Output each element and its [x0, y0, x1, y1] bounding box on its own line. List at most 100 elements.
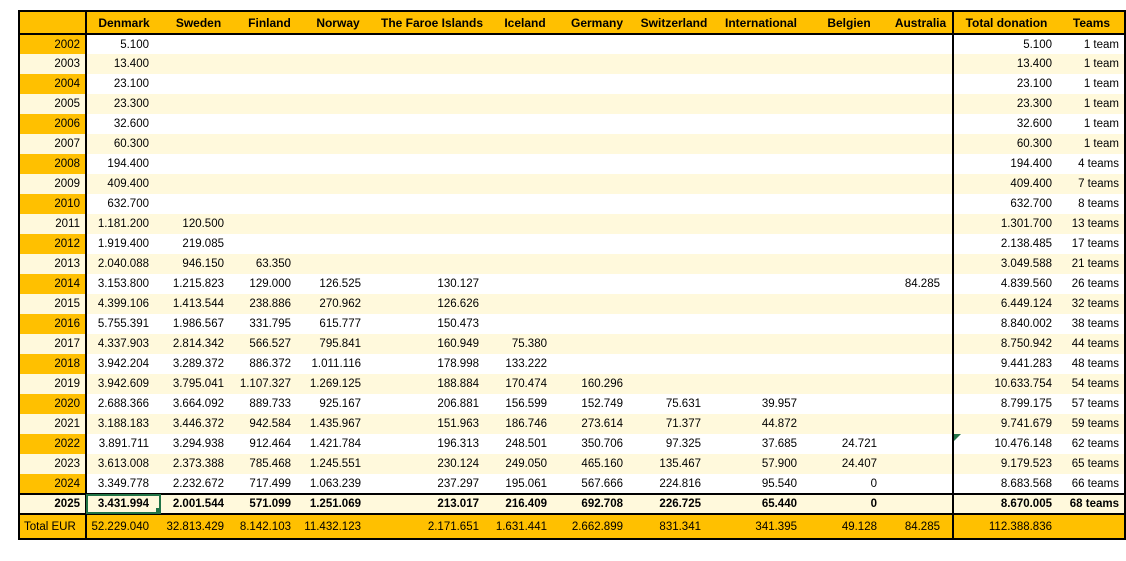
fill-handle[interactable]	[156, 508, 161, 512]
cell-norway-2015[interactable]: 270.962	[303, 294, 373, 314]
cell-germany-2021[interactable]: 273.614	[559, 414, 635, 434]
cell-faroe-islands-2004[interactable]	[373, 74, 491, 94]
cell-australia-2017[interactable]	[889, 334, 953, 354]
row-header-2015[interactable]: 2015	[19, 294, 87, 314]
row-header-2006[interactable]: 2006	[19, 114, 87, 134]
cell-australia-2006[interactable]	[889, 114, 953, 134]
cell-finland-2002[interactable]	[236, 34, 303, 54]
cell-belgien-2021[interactable]	[809, 414, 889, 434]
cell-iceland-2004[interactable]	[491, 74, 559, 94]
cell-belgien-2025[interactable]: 0	[809, 493, 889, 515]
cell-switzerland-2002[interactable]	[635, 34, 713, 54]
cell-switzerland-2016[interactable]	[635, 314, 713, 334]
cell-total-donation-2008[interactable]: 194.400	[952, 154, 1059, 174]
cell-teams-2014[interactable]: 26 teams	[1071, 278, 1119, 290]
cell-belgien-2015[interactable]	[809, 294, 889, 314]
cell-belgien-2008[interactable]	[809, 154, 889, 174]
cell-switzerland-2019[interactable]	[635, 374, 713, 394]
cell-denmark-2014[interactable]: 3.153.800	[97, 278, 149, 290]
cell-switzerland-2006[interactable]	[635, 114, 713, 134]
cell-sweden-2010[interactable]	[161, 194, 236, 214]
column-header-faroe-islands[interactable]: The Faroe Islands	[373, 11, 491, 35]
cell-finland-2016[interactable]: 331.795	[249, 318, 291, 330]
cell-switzerland-2011[interactable]	[635, 214, 713, 234]
cell-iceland-2022[interactable]: 248.501	[505, 438, 547, 450]
cell-teams-2017[interactable]: 44 teams	[1059, 334, 1125, 354]
cell-norway-2011[interactable]	[303, 214, 373, 234]
cell-faroe-islands-2002[interactable]	[373, 34, 491, 54]
cell-iceland-2021[interactable]: 186.746	[491, 414, 559, 434]
cell-iceland-2005[interactable]	[491, 94, 559, 114]
cell-belgien-2017[interactable]	[809, 334, 889, 354]
cell-australia-2023[interactable]	[889, 454, 953, 474]
cell-denmark-2021[interactable]: 3.188.183	[86, 414, 161, 434]
total-eur-label[interactable]: Total EUR	[19, 513, 87, 539]
cell-sweden-2002[interactable]	[161, 34, 236, 54]
cell-faroe-islands-2012[interactable]	[373, 234, 491, 254]
cell-australia-2021[interactable]	[889, 414, 953, 434]
cell-faroe-islands-2011[interactable]	[373, 214, 491, 234]
cell-germany-2014[interactable]	[559, 274, 635, 294]
cell-international-2002[interactable]	[713, 34, 809, 54]
cell-finland-2022[interactable]: 912.464	[249, 438, 291, 450]
column-header-switzerland[interactable]: Switzerland	[635, 11, 713, 35]
cell-international-2020[interactable]: 39.957	[761, 398, 797, 410]
cell-finland-2007[interactable]	[236, 134, 303, 154]
cell-sweden-2024[interactable]: 2.232.672	[172, 477, 224, 490]
cell-switzerland-2015[interactable]	[635, 294, 713, 314]
cell-sweden-2020[interactable]: 3.664.092	[172, 398, 224, 410]
corner-cell[interactable]	[19, 11, 87, 35]
cell-denmark-2019[interactable]: 3.942.609	[86, 374, 161, 394]
cell-sweden-2015[interactable]: 1.413.544	[161, 294, 236, 314]
column-header-australia[interactable]: Australia	[889, 11, 953, 35]
cell-sweden-2013[interactable]: 946.150	[161, 254, 236, 274]
cell-australia-2013[interactable]	[889, 254, 953, 274]
cell-international-2018[interactable]	[713, 354, 809, 374]
cell-switzerland-2020[interactable]: 75.631	[665, 398, 701, 410]
cell-international-2006[interactable]	[713, 114, 809, 134]
cell-sweden-2014[interactable]: 1.215.823	[172, 278, 224, 290]
cell-teams-2020[interactable]: 57 teams	[1071, 398, 1119, 410]
cell-faroe-islands-2009[interactable]	[373, 174, 491, 194]
cell-finland-2025[interactable]: 571.099	[236, 493, 303, 515]
cell-germany-2015[interactable]	[559, 294, 635, 314]
cell-switzerland-2024[interactable]: 224.816	[659, 477, 701, 490]
cell-finland-2011[interactable]	[236, 214, 303, 234]
cell-switzerland-2007[interactable]	[635, 134, 713, 154]
cell-total-donation-2002[interactable]: 5.100	[952, 34, 1059, 54]
cell-total-donation-2005[interactable]: 23.300	[952, 94, 1059, 114]
cell-denmark-2018[interactable]: 3.942.204	[97, 358, 149, 370]
cell-australia-2016[interactable]	[889, 314, 953, 334]
cell-switzerland-2017[interactable]	[635, 334, 713, 354]
row-header-2018[interactable]: 2018	[19, 354, 87, 374]
cell-sweden-2016[interactable]: 1.986.567	[172, 318, 224, 330]
cell-finland-2005[interactable]	[236, 94, 303, 114]
cell-faroe-islands-2017[interactable]: 160.949	[373, 334, 491, 354]
cell-sweden-2023[interactable]: 2.373.388	[161, 454, 236, 474]
cell-international-2016[interactable]	[713, 314, 809, 334]
cell-international-2022[interactable]: 37.685	[761, 438, 797, 450]
cell-faroe-islands-2003[interactable]	[373, 54, 491, 74]
row-header-2005[interactable]: 2005	[19, 94, 87, 114]
cell-australia-2002[interactable]	[889, 34, 953, 54]
cell-norway-2006[interactable]	[303, 114, 373, 134]
cell-international-2014[interactable]	[713, 274, 809, 294]
cell-sweden-2017[interactable]: 2.814.342	[161, 334, 236, 354]
cell-germany-2003[interactable]	[559, 54, 635, 74]
cell-total-donation-2012[interactable]: 2.138.485	[952, 234, 1059, 254]
cell-iceland-2012[interactable]	[491, 234, 559, 254]
cell-faroe-islands-2010[interactable]	[373, 194, 491, 214]
cell-iceland-2008[interactable]	[491, 154, 559, 174]
cell-teams-2023[interactable]: 65 teams	[1059, 454, 1125, 474]
cell-teams-2003[interactable]: 1 team	[1059, 54, 1125, 74]
total-cell-switzerland[interactable]: 831.341	[635, 513, 713, 539]
cell-belgien-2009[interactable]	[809, 174, 889, 194]
cell-denmark-2013[interactable]: 2.040.088	[86, 254, 161, 274]
cell-belgien-2020[interactable]	[809, 394, 889, 414]
total-cell-international[interactable]: 341.395	[713, 513, 809, 539]
cell-finland-2020[interactable]: 889.733	[249, 398, 291, 410]
cell-germany-2006[interactable]	[559, 114, 635, 134]
cell-switzerland-2014[interactable]	[635, 274, 713, 294]
row-header-2004[interactable]: 2004	[19, 74, 87, 94]
cell-denmark-2024[interactable]: 3.349.778	[97, 477, 149, 490]
